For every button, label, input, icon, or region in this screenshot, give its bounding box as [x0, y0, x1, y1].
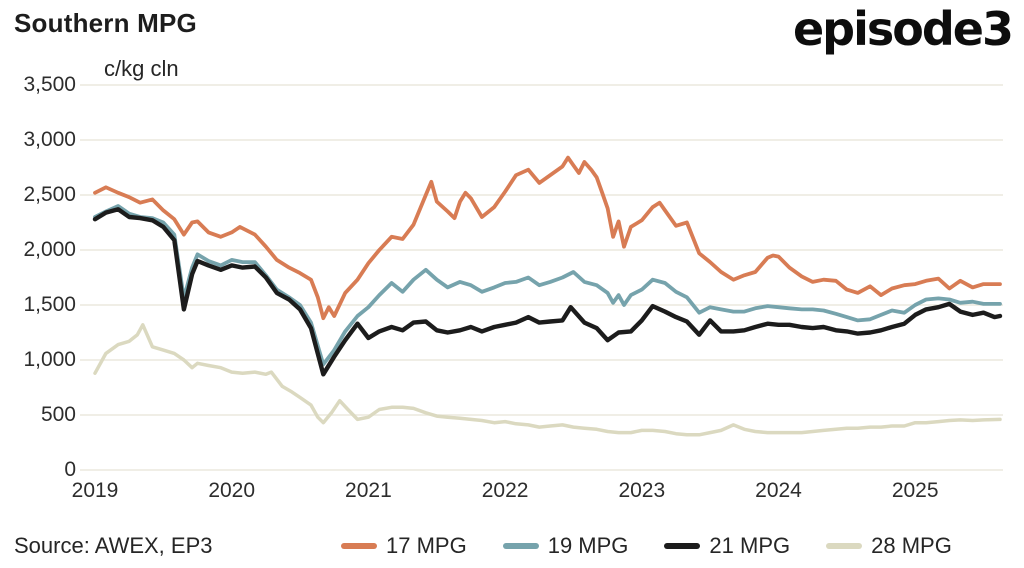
page-title: Southern MPG — [14, 8, 197, 38]
legend-label: 21 MPG — [709, 533, 791, 558]
x-axis-tick-label: 2025 — [891, 479, 939, 502]
legend-item-19-mpg: 19 MPG — [502, 533, 629, 559]
source-note: Source: AWEX, EP3 — [14, 533, 213, 558]
series-line-21-mpg — [92, 207, 1003, 377]
y-axis-unit-label: c/kg cln — [104, 56, 179, 81]
y-axis-tick-label: 3,500 — [23, 73, 76, 96]
y-axis-tick-label: 0 — [64, 458, 76, 481]
legend-swatch — [664, 543, 701, 549]
x-axis-tick-label: 2022 — [481, 479, 529, 502]
series-line-28-mpg — [93, 323, 1002, 437]
legend-label: 19 MPG — [547, 533, 629, 558]
y-axis-tick-label: 2,500 — [23, 183, 76, 206]
legend-label: 28 MPG — [871, 533, 952, 558]
legend-item-21-mpg: 21 MPG — [664, 533, 790, 559]
y-axis-tick-label: 500 — [40, 403, 76, 426]
x-axis-tick-label: 2024 — [755, 479, 802, 502]
series-line-17-mpg — [93, 155, 1002, 321]
chart-legend: 17 MPG 19 MPG 21 MPG 28 MPG — [341, 533, 988, 559]
x-axis-tick-label: 2020 — [208, 479, 256, 502]
legend-label: 17 MPG — [386, 533, 467, 558]
x-axis-tick-label: 2023 — [618, 479, 666, 502]
legend-swatch — [826, 543, 863, 549]
legend-swatch — [502, 543, 539, 549]
y-axis-tick-label: 1,500 — [23, 293, 76, 316]
legend-item-28-mpg: 28 MPG — [826, 533, 952, 559]
legend-item-17-mpg: 17 MPG — [341, 533, 467, 559]
y-axis-tick-label: 1,000 — [23, 348, 76, 371]
y-axis-tick-label: 2,000 — [23, 238, 76, 261]
episode3-logo: episode3 — [792, 2, 1014, 56]
legend-swatch — [341, 543, 377, 549]
y-axis-tick-label: 3,000 — [23, 128, 76, 151]
x-axis-tick-label: 2019 — [71, 479, 119, 502]
x-axis-tick-label: 2021 — [345, 479, 392, 502]
series-line-19-mpg — [93, 204, 1002, 367]
